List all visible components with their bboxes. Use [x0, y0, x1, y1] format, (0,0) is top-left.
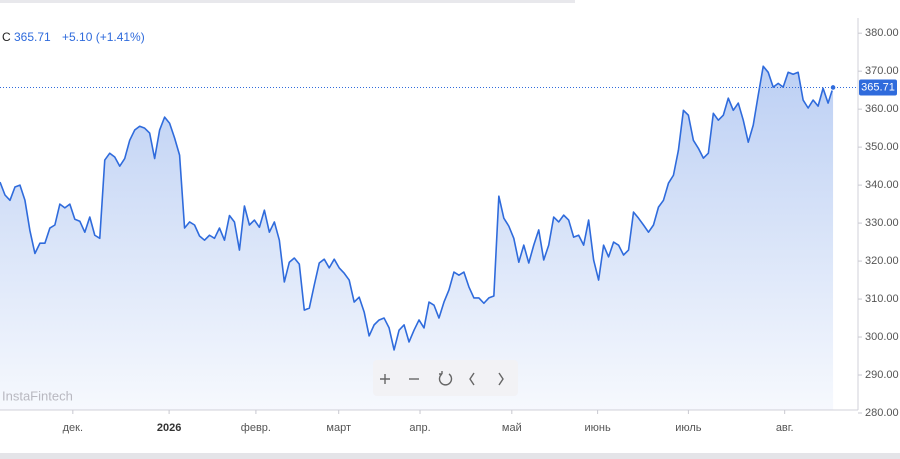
y-tick-label: 350.00: [865, 141, 899, 153]
header-change: +5.10 (+1.41%): [62, 30, 145, 44]
y-tick-label: 280.00: [865, 407, 899, 419]
last-price-tag: [859, 79, 897, 96]
x-tick-label: апр.: [409, 422, 430, 434]
y-tick-label: 300.00: [865, 331, 899, 343]
header-label: C: [2, 30, 11, 44]
x-tick-label: май: [502, 422, 522, 434]
y-tick-label: 330.00: [865, 217, 899, 229]
scroll-left-button[interactable]: [469, 372, 475, 386]
last-price-label: 365.71: [861, 81, 895, 93]
scroll-right-button[interactable]: [498, 372, 504, 386]
x-tick-label: март: [326, 422, 351, 434]
y-tick-label: 360.00: [865, 103, 899, 115]
x-tick-label: авг.: [776, 422, 794, 434]
zoom-controls: [373, 360, 518, 396]
y-tick-label: 320.00: [865, 255, 899, 267]
price-line: [0, 65, 834, 351]
last-point: [829, 84, 837, 91]
plot-area: [0, 65, 834, 410]
y-tick-label: 380.00: [865, 27, 899, 39]
bottom-bar: [0, 453, 900, 459]
reset-button[interactable]: [438, 371, 453, 386]
watermark: InstaFintech: [2, 388, 73, 403]
x-tick-label: февр.: [241, 422, 271, 434]
x-tick-label: 2026: [157, 422, 181, 434]
y-tick-label: 290.00: [865, 369, 899, 381]
controls-panel: [373, 360, 518, 396]
x-tick-label: июль: [675, 422, 702, 434]
area: [0, 66, 834, 410]
x-tick-label: июнь: [585, 422, 611, 434]
y-tick-label: 340.00: [865, 179, 899, 191]
y-tick-label: 310.00: [865, 293, 899, 305]
x-tick-label: дек.: [63, 422, 83, 434]
top-tab-bar: [0, 0, 575, 3]
y-tick-label: 370.00: [865, 65, 899, 77]
header-value: 365.71: [14, 30, 51, 44]
zoom-in-button[interactable]: [380, 374, 390, 384]
